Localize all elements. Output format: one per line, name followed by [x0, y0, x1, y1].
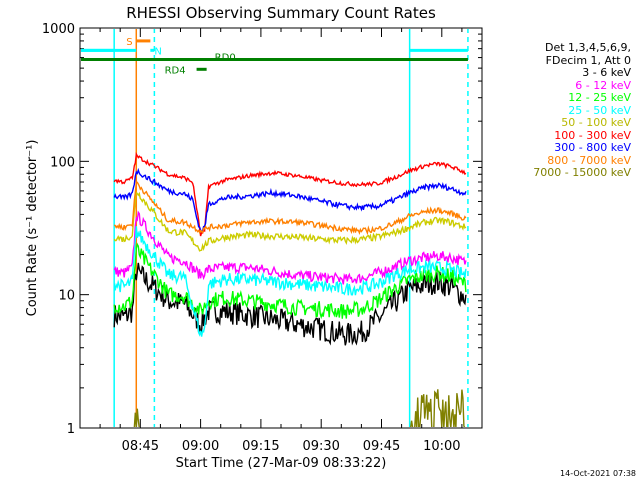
y-tick-label: 10: [58, 289, 75, 304]
x-tick-label: 10:00: [423, 439, 460, 454]
y-tick-label: 100: [50, 155, 75, 170]
x-tick-label: 09:00: [182, 439, 219, 454]
legend-entry: 800 - 7000 keV: [547, 153, 631, 167]
legend-entry: 12 - 25 keV: [568, 91, 631, 104]
annotation-label: N: [154, 46, 161, 57]
legend-entry: 100 - 300 keV: [554, 128, 631, 142]
x-axis-label: Start Time (27-Mar-09 08:33:22): [176, 456, 387, 471]
y-tick-label: 1: [67, 422, 75, 437]
x-tick-label: 09:30: [302, 439, 339, 454]
legend-header: FDecim 1, Att 0: [545, 53, 631, 67]
series-line: [113, 262, 467, 346]
plot-frame: [79, 27, 483, 429]
legend-entry: 3 - 6 keV: [582, 66, 631, 79]
plot-area: [81, 29, 469, 427]
annotation-label: RD4: [165, 65, 186, 76]
series-line: [113, 190, 467, 252]
y-axis-label: Count Rate (s⁻¹ detector⁻¹): [25, 140, 40, 317]
series-line: [113, 210, 467, 285]
series-line: [133, 389, 466, 427]
series-line: [113, 151, 467, 237]
legend-header: Det 1,3,4,5,6,9,: [544, 41, 631, 54]
legend-entry: 300 - 800 keV: [554, 141, 631, 154]
annotation-label: RD0: [215, 53, 236, 64]
y-tick-label: 1000: [42, 22, 75, 37]
legend-entry: 25 - 50 keV: [568, 103, 631, 117]
series-line: [113, 181, 467, 236]
annotation-label: S: [126, 37, 132, 48]
series-line: [113, 242, 467, 320]
series-line: [113, 226, 467, 337]
x-tick-label: 09:45: [363, 439, 400, 454]
legend-entry: 50 - 100 keV: [561, 116, 631, 129]
x-tick-label: 09:15: [242, 439, 279, 454]
legend-entry: 6 - 12 keV: [575, 78, 631, 92]
legend-entry: 7000 - 15000 keV: [533, 166, 631, 179]
x-tick-label: 08:45: [122, 439, 159, 454]
timestamp: 14-Oct-2021 07:38: [560, 469, 636, 478]
series-line: [113, 167, 467, 233]
chart-title: RHESSI Observing Summary Count Rates: [126, 4, 436, 22]
